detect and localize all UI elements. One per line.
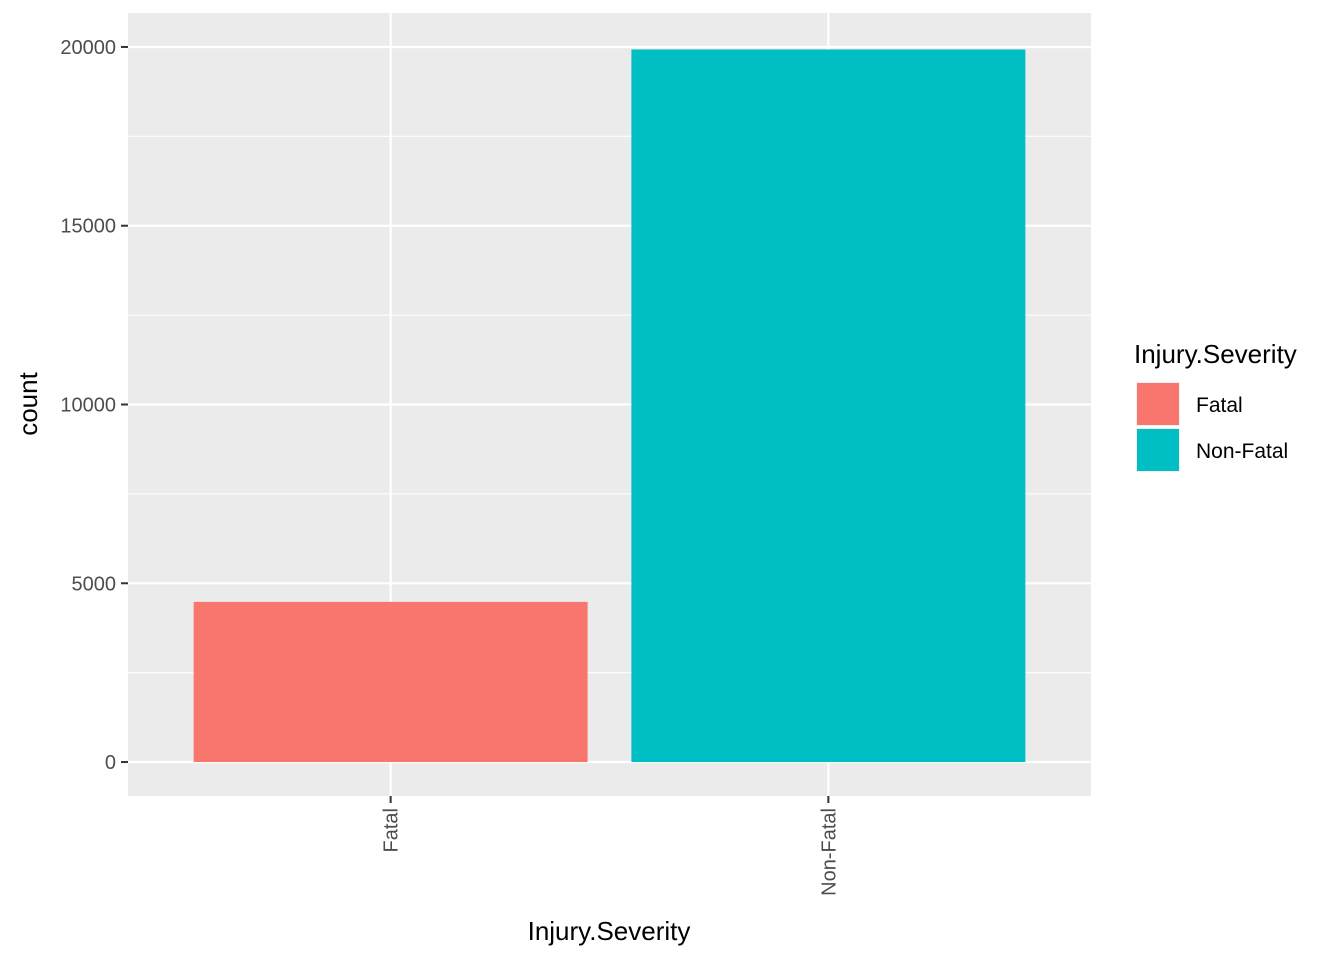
legend-swatch-fatal [1137,383,1179,425]
bars [193,49,1026,763]
bar-non-fatal [631,49,1026,763]
legend-label: Non-Fatal [1196,440,1288,463]
y-tick-label: 5000 [72,573,117,595]
legend-label: Fatal [1196,394,1243,417]
y-tick-label: 0 [105,752,116,774]
y-tick-label: 15000 [60,216,116,238]
y-tick-label: 10000 [60,395,116,417]
y-tick-label: 20000 [60,37,116,59]
x-axis-title: Injury.Severity [528,916,691,946]
y-axis: 0 5000 10000 15000 20000 [60,37,128,774]
legend: Injury.Severity Fatal Non-Fatal [1134,339,1297,472]
y-axis-title: count [13,371,43,435]
x-tick-label: Fatal [381,808,403,852]
x-axis: Fatal Non-Fatal [381,796,840,896]
bar-fatal [193,601,588,763]
x-tick-label: Non-Fatal [818,808,840,896]
legend-swatch-non-fatal [1137,429,1179,471]
legend-title: Injury.Severity [1134,339,1297,369]
